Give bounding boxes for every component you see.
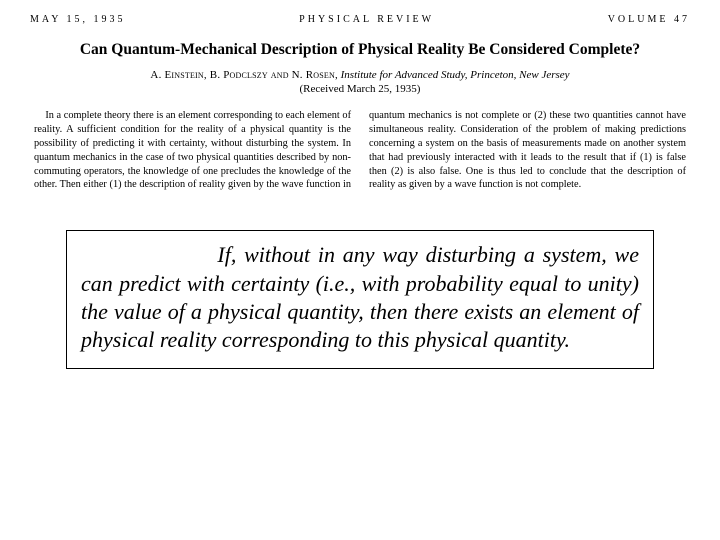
reality-criterion-quote: If, without in any way disturbing a syst… bbox=[66, 230, 654, 369]
header-date: MAY 15, 1935 bbox=[30, 14, 126, 25]
author-affiliation: Institute for Advanced Study, Princeton,… bbox=[341, 69, 570, 81]
quote-text: If, without in any way disturbing a syst… bbox=[81, 241, 639, 354]
header-journal: PHYSICAL REVIEW bbox=[299, 14, 434, 25]
paper-page: MAY 15, 1935 PHYSICAL REVIEW VOLUME 47 C… bbox=[0, 0, 720, 369]
abstract-text: In a complete theory there is an element… bbox=[34, 109, 686, 192]
author-line: A. Einstein, B. Podclszy and N. Rosen, I… bbox=[30, 69, 690, 81]
received-date: (Received March 25, 1935) bbox=[30, 83, 690, 95]
author-names: A. Einstein, B. Podclszy and N. Rosen, bbox=[150, 69, 337, 81]
paper-title: Can Quantum-Mechanical Description of Ph… bbox=[30, 41, 690, 59]
abstract: In a complete theory there is an element… bbox=[30, 109, 690, 192]
header-volume: VOLUME 47 bbox=[608, 14, 690, 25]
running-header: MAY 15, 1935 PHYSICAL REVIEW VOLUME 47 bbox=[30, 14, 690, 25]
